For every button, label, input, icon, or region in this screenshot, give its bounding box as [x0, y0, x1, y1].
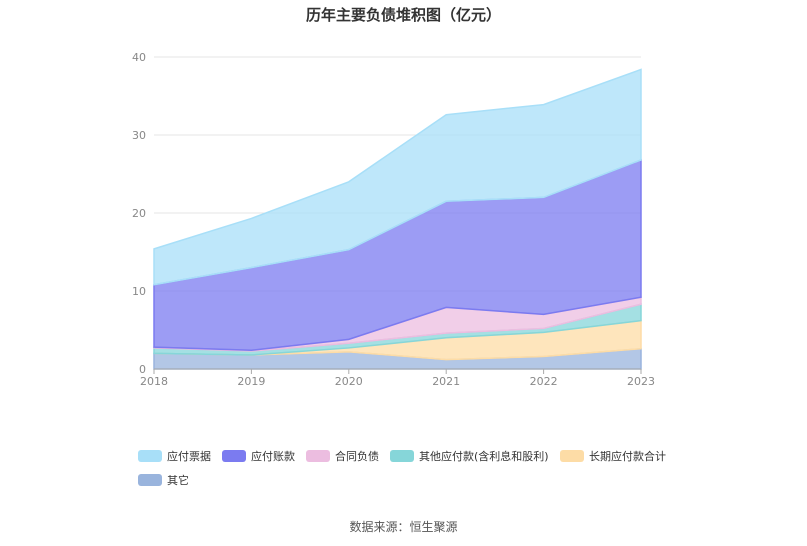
legend-item[interactable]: 其它	[138, 472, 189, 488]
legend-label: 其它	[167, 474, 189, 487]
legend-label: 长期应付款合计	[589, 450, 666, 463]
legend-swatch	[138, 450, 162, 462]
legend-label: 应付票据	[167, 450, 211, 463]
axes: 0 10 20 30 40 2018 2019 2020 2021 2022 2023	[132, 51, 655, 388]
x-tick-label: 2023	[627, 375, 655, 388]
legend-item[interactable]: 其他应付款(含利息和股利)	[390, 448, 549, 464]
legend-label: 应付账款	[251, 450, 295, 463]
x-tick-label: 2019	[237, 375, 265, 388]
legend-label: 合同负债	[335, 450, 379, 463]
x-tick-label: 2021	[432, 375, 460, 388]
legend-swatch	[222, 450, 246, 462]
legend-swatch	[138, 474, 162, 486]
y-tick-label: 40	[132, 51, 146, 64]
x-tick-label: 2018	[140, 375, 168, 388]
area-series-应付票据	[153, 68, 642, 286]
legend-swatch	[560, 450, 584, 462]
chart-title: 历年主要负债堆积图（亿元）	[305, 6, 501, 24]
area-layer	[153, 68, 642, 370]
legend-item[interactable]: 应付账款	[222, 448, 295, 464]
y-tick-label: 10	[132, 285, 146, 298]
y-tick-label: 0	[139, 363, 146, 376]
legend-swatch	[390, 450, 414, 462]
legend-item[interactable]: 应付票据	[138, 448, 211, 464]
x-tick-label: 2020	[335, 375, 363, 388]
y-tick-label: 20	[132, 207, 146, 220]
legend-item[interactable]: 长期应付款合计	[560, 448, 666, 464]
x-tick-label: 2022	[530, 375, 558, 388]
legend-item[interactable]: 合同负债	[306, 448, 379, 464]
legend-label: 其他应付款(含利息和股利)	[419, 450, 549, 463]
y-tick-label: 30	[132, 129, 146, 142]
data-source: 数据来源：恒生聚源	[349, 520, 458, 534]
legend-swatch	[306, 450, 330, 462]
